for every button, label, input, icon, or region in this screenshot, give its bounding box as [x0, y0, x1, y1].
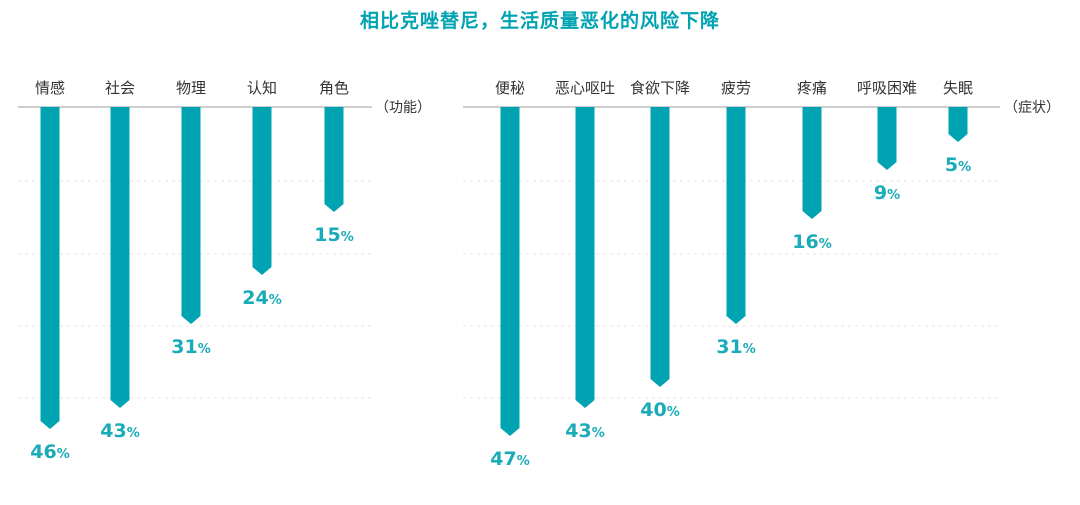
bar [575, 107, 595, 408]
value-label: 24% [242, 287, 281, 309]
bar [181, 107, 201, 324]
bar [877, 107, 897, 170]
unit-label-0: （功能） [375, 100, 431, 116]
value-label: 31% [716, 336, 755, 358]
value-label: 9% [874, 182, 900, 204]
category-label: 食欲下降 [630, 79, 690, 97]
category-label: 物理 [176, 79, 206, 97]
value-label: 43% [565, 420, 604, 442]
bar [726, 107, 746, 324]
value-label: 5% [945, 154, 971, 176]
value-label: 31% [171, 336, 210, 358]
category-label: 恶心呕吐 [555, 79, 615, 97]
category-label: 便秘 [495, 79, 525, 97]
bar [802, 107, 822, 219]
category-label: 情感 [35, 79, 65, 97]
bar [110, 107, 130, 408]
category-label: 角色 [319, 79, 349, 97]
value-label: 40% [640, 399, 679, 421]
unit-label-1: （症状） [1004, 100, 1060, 116]
value-label: 16% [792, 231, 831, 253]
bar [252, 107, 272, 275]
bar [324, 107, 344, 212]
chart-title: 相比克唑替尼，生活质量恶化的风险下降 [359, 10, 720, 32]
value-label: 43% [100, 420, 139, 442]
value-label: 15% [314, 224, 353, 246]
bar [650, 107, 670, 387]
category-label: 疼痛 [797, 79, 827, 97]
value-label: 46% [30, 441, 69, 463]
category-label: 呼吸困难 [857, 79, 917, 97]
bar [948, 107, 968, 142]
value-label: 47% [490, 448, 529, 470]
category-label: 认知 [247, 79, 277, 97]
category-label: 疲劳 [721, 79, 751, 97]
category-label: 社会 [105, 79, 135, 97]
bar [500, 107, 520, 436]
category-label: 失眠 [943, 79, 973, 97]
bar [40, 107, 60, 429]
